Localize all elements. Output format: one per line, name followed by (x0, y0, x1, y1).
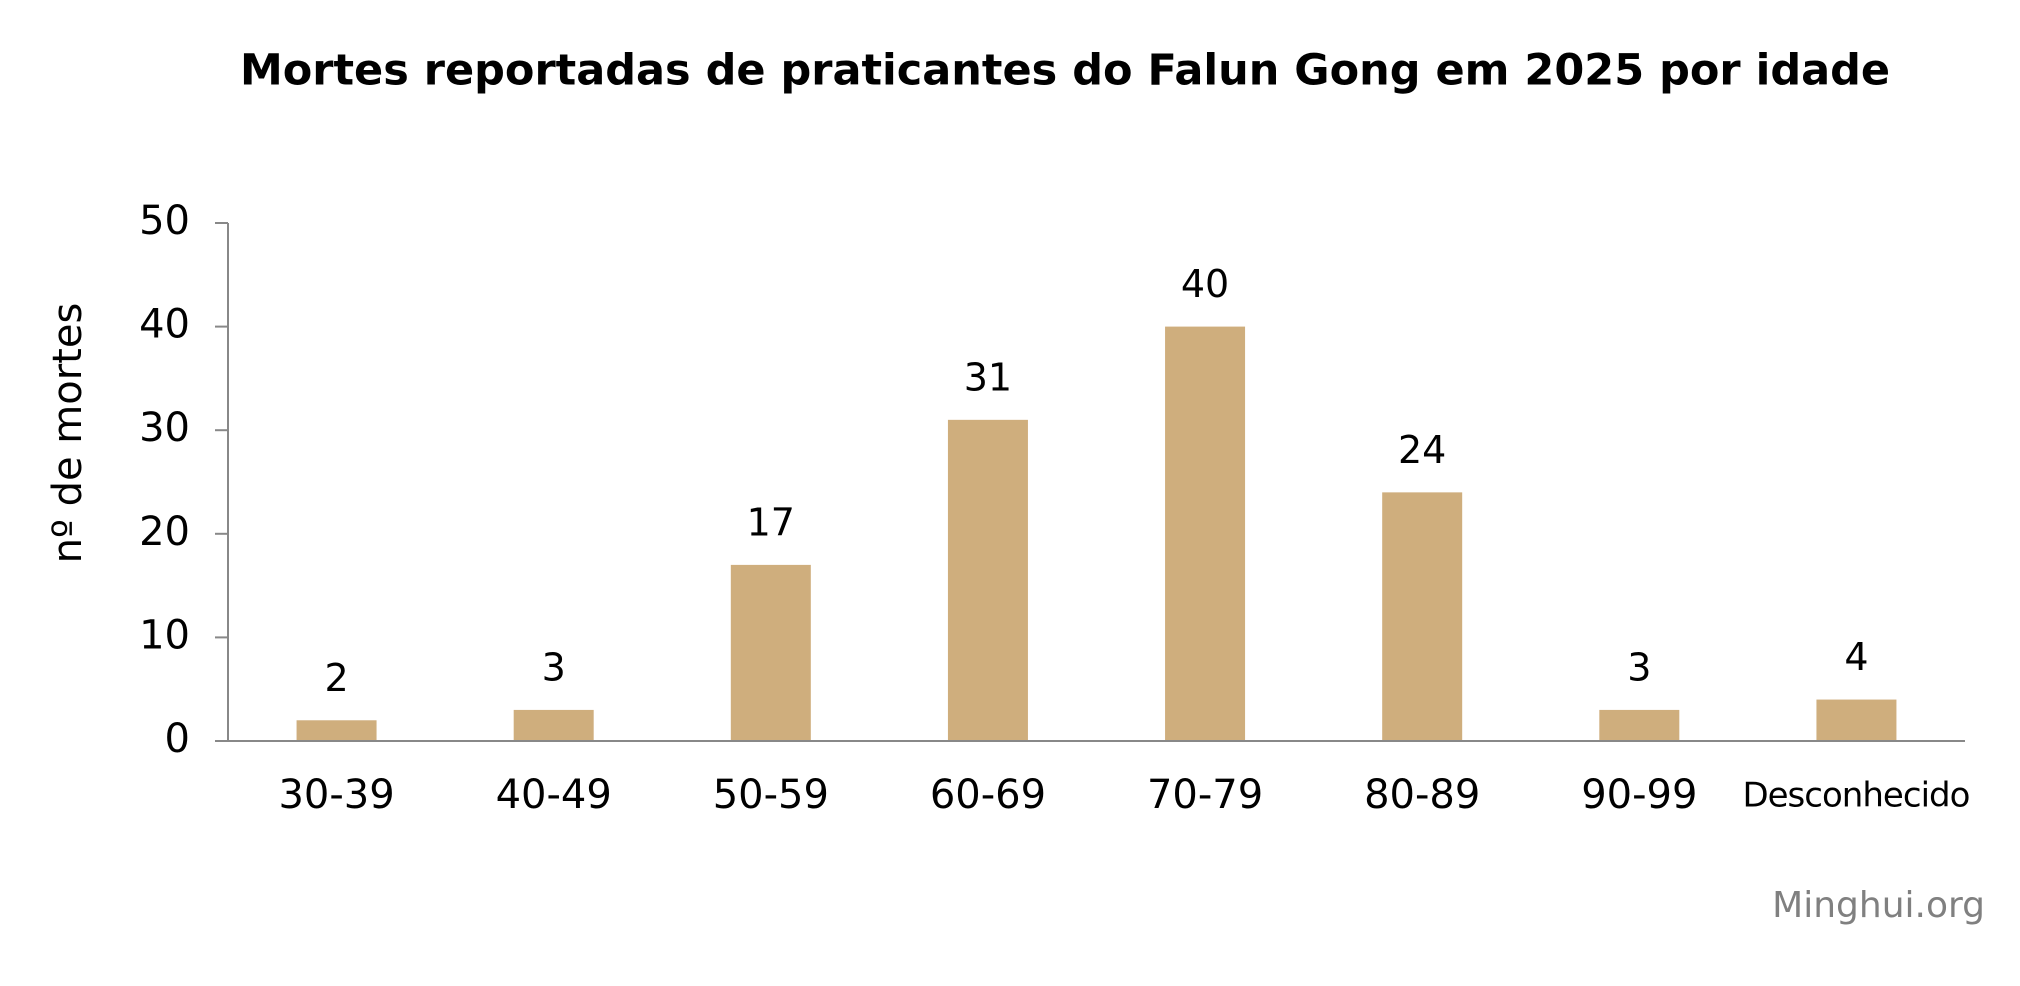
data-label: 3 (542, 645, 566, 689)
data-label: 40 (1181, 262, 1229, 306)
bar (1165, 326, 1246, 741)
x-tick-label: 80-89 (1364, 772, 1480, 818)
y-axis-label: nº de mortes (45, 303, 91, 564)
data-label: 2 (324, 656, 348, 700)
x-tick-label: 30-39 (278, 772, 394, 818)
x-tick-label: 90-99 (1581, 772, 1697, 818)
data-label: 4 (1844, 635, 1868, 679)
x-tick-label: 50-59 (713, 772, 829, 818)
y-tick-label: 20 (139, 509, 190, 555)
bar (1382, 492, 1463, 741)
x-tick-label: 70-79 (1147, 772, 1263, 818)
bar (1816, 699, 1897, 741)
bar (296, 720, 377, 741)
bar (947, 419, 1028, 741)
x-tick-label: 40-49 (496, 772, 612, 818)
y-tick-label: 50 (139, 198, 190, 244)
x-tick-label: Desconhecido (1742, 776, 1970, 816)
y-tick-label: 0 (165, 716, 190, 762)
data-label: 3 (1627, 645, 1651, 689)
y-tick-label: 10 (139, 612, 190, 658)
bar (513, 709, 594, 741)
data-label: 31 (964, 355, 1012, 399)
y-tick-label: 30 (139, 405, 190, 451)
data-label: 24 (1398, 428, 1446, 472)
bar (730, 564, 811, 741)
source: Minghui.org (1772, 885, 1985, 926)
chart-title: Mortes reportadas de praticantes do Falu… (240, 46, 1890, 96)
bar (1599, 709, 1680, 741)
data-label: 17 (747, 500, 795, 544)
x-tick-label: 60-69 (930, 772, 1046, 818)
y-tick-label: 40 (139, 302, 190, 348)
